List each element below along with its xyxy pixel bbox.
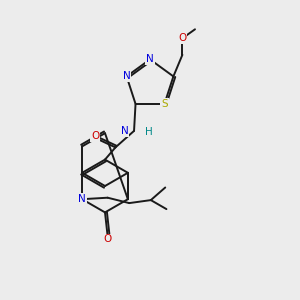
Text: N: N bbox=[123, 71, 130, 81]
Text: O: O bbox=[178, 33, 187, 43]
Text: O: O bbox=[103, 234, 112, 244]
Text: N: N bbox=[146, 54, 154, 64]
Text: S: S bbox=[161, 99, 168, 109]
Text: N: N bbox=[121, 126, 129, 136]
Text: N: N bbox=[78, 194, 86, 204]
Text: H: H bbox=[146, 128, 153, 137]
Text: O: O bbox=[91, 131, 99, 141]
